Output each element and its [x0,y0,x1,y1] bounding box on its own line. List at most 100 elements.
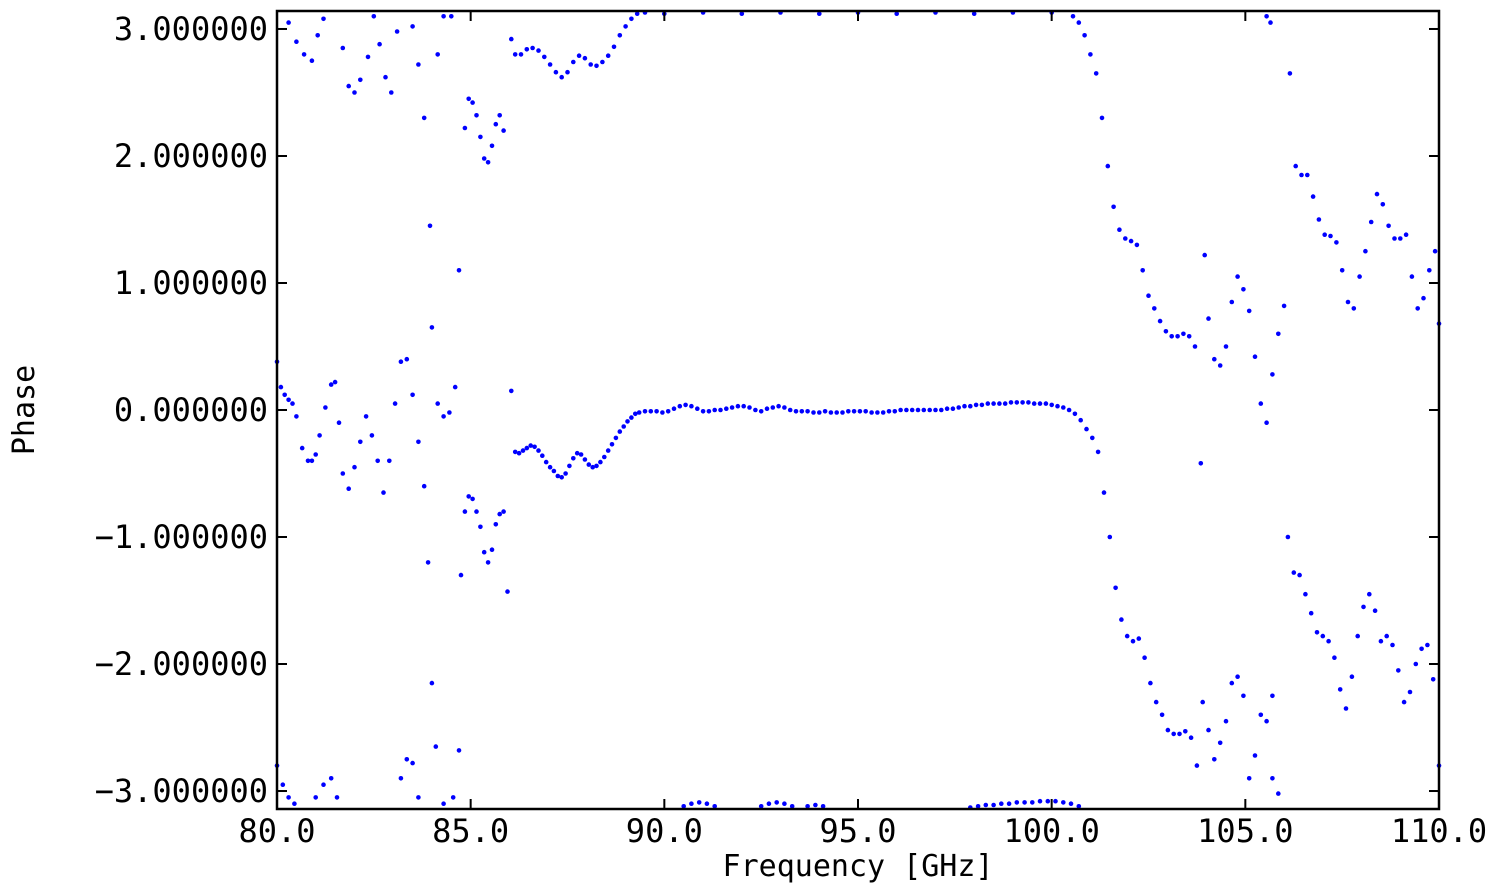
data-point [1427,268,1432,273]
data-point [1398,236,1403,241]
y-tick-label: 0.000000 [114,391,268,429]
data-point [636,410,642,415]
data-point [991,401,996,406]
data-point [817,410,822,415]
data-point [1285,534,1291,540]
data-point [811,410,816,415]
data-point [828,410,834,415]
data-point [1258,401,1264,406]
data-point [481,549,487,555]
data-point [975,804,981,809]
data-point [1246,308,1252,314]
data-point [1357,274,1362,279]
data-point [921,407,927,413]
data-point [1270,776,1275,781]
data-point [999,801,1004,806]
data-point [774,800,779,805]
data-point [421,483,427,489]
data-point [1223,718,1229,724]
data-point [450,795,456,800]
data-point [600,59,605,65]
data-point [1202,252,1207,258]
data-point [681,804,686,809]
data-point [1403,232,1409,237]
data-point [724,406,729,412]
data-point [485,160,491,165]
data-point [915,407,921,413]
data-point [294,39,299,44]
data-point [1291,570,1297,575]
data-point [764,406,770,412]
data-point [605,53,611,58]
data-point [1177,731,1182,737]
data-point [553,69,559,75]
data-point [1095,449,1101,455]
data-point [466,494,472,499]
data-point [758,409,764,414]
data-point [617,429,623,434]
data-point [1134,242,1140,248]
data-point [398,359,404,365]
data-point [1171,731,1176,737]
data-point [1229,299,1235,305]
data-point [820,804,826,809]
data-point [528,443,533,448]
data-point [1088,52,1093,57]
y-tick-label: 3.000000 [114,10,268,48]
data-point [1293,163,1298,169]
x-tick-label: 110.0 [1391,812,1487,850]
data-point [576,53,582,58]
x-tick-label: 100.0 [1004,812,1100,850]
data-point [1401,699,1407,705]
data-point [1206,316,1211,321]
data-point [1099,115,1105,121]
data-point [629,415,634,420]
data-point [321,16,326,22]
data-point [323,405,328,410]
data-point [1181,331,1186,337]
data-point [1128,238,1134,244]
data-point [1020,400,1025,405]
data-point [470,496,475,502]
data-point [735,403,741,409]
data-point [313,795,319,800]
data-point [904,407,909,413]
data-point [501,509,506,514]
data-point [962,403,967,409]
data-point [677,403,683,409]
data-point [474,509,479,514]
data-point [1186,334,1192,339]
data-point [466,96,472,102]
data-point [753,407,758,413]
data-point [846,409,851,414]
data-point [605,448,611,453]
data-point [1337,687,1343,692]
data-point [729,405,735,410]
data-point [594,463,599,469]
data-point [1123,236,1128,241]
data-point [1090,435,1095,441]
data-point [1070,13,1076,19]
data-point [594,63,599,69]
data-point [1031,401,1037,406]
data-point [286,20,291,25]
data-point [1328,233,1333,239]
data-point [997,401,1002,406]
data-point [776,403,781,409]
data-point [441,801,446,806]
data-point [542,54,547,60]
data-point [1130,638,1136,644]
data-point [429,325,435,330]
data-point [336,420,342,426]
data-point [410,392,415,398]
data-point [512,52,518,57]
data-point [822,409,828,414]
data-point [282,392,288,398]
data-point [346,83,352,89]
data-point [1281,303,1287,309]
data-point [404,356,410,362]
data-point [1223,344,1229,349]
data-point [1068,801,1074,806]
data-point [1258,712,1264,718]
data-point [1276,331,1281,337]
